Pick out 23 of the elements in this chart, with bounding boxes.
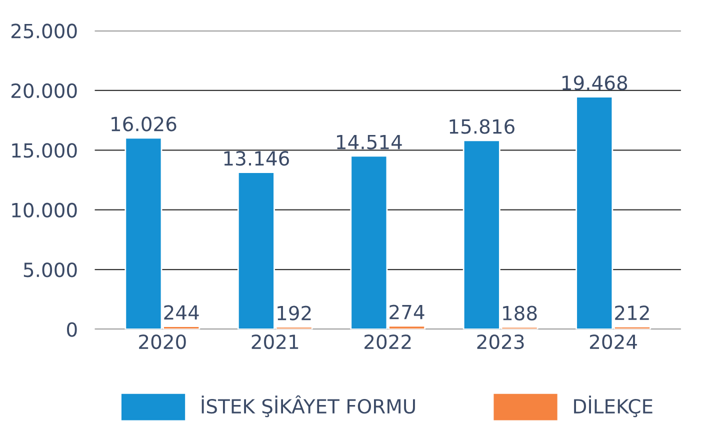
data-label: 13.146 bbox=[224, 151, 289, 166]
y-tick-label: 20.000 bbox=[11, 83, 77, 98]
x-tick-label: 2021 bbox=[252, 334, 298, 350]
data-label: 19.468 bbox=[562, 76, 628, 90]
y-tick-label: 15.000 bbox=[12, 143, 77, 158]
data-label: 14.514 bbox=[337, 134, 402, 150]
x-tick-label: 2020 bbox=[139, 334, 186, 350]
legend-label: İSTEK ŞİKÂYET FORMU bbox=[202, 395, 415, 418]
legend-label: DİLEKÇE bbox=[574, 396, 652, 418]
data-label: 15.816 bbox=[450, 119, 514, 134]
x-tick-label: 2024 bbox=[590, 334, 637, 350]
y-tick-label: 0 bbox=[67, 322, 77, 337]
y-tick-label: 10.000 bbox=[12, 202, 77, 218]
y-tick-label: 5.000 bbox=[24, 262, 77, 278]
data-label: 192 bbox=[278, 306, 311, 320]
x-tick-label: 2023 bbox=[477, 334, 524, 350]
data-label: 244 bbox=[164, 305, 199, 320]
y-tick-label: 25.000 bbox=[11, 24, 77, 38]
data-label: 188 bbox=[503, 306, 537, 320]
x-tick-label: 2022 bbox=[364, 334, 411, 350]
data-label: 16.026 bbox=[112, 116, 176, 132]
data-label: 274 bbox=[390, 304, 424, 320]
data-label: 212 bbox=[615, 305, 649, 320]
